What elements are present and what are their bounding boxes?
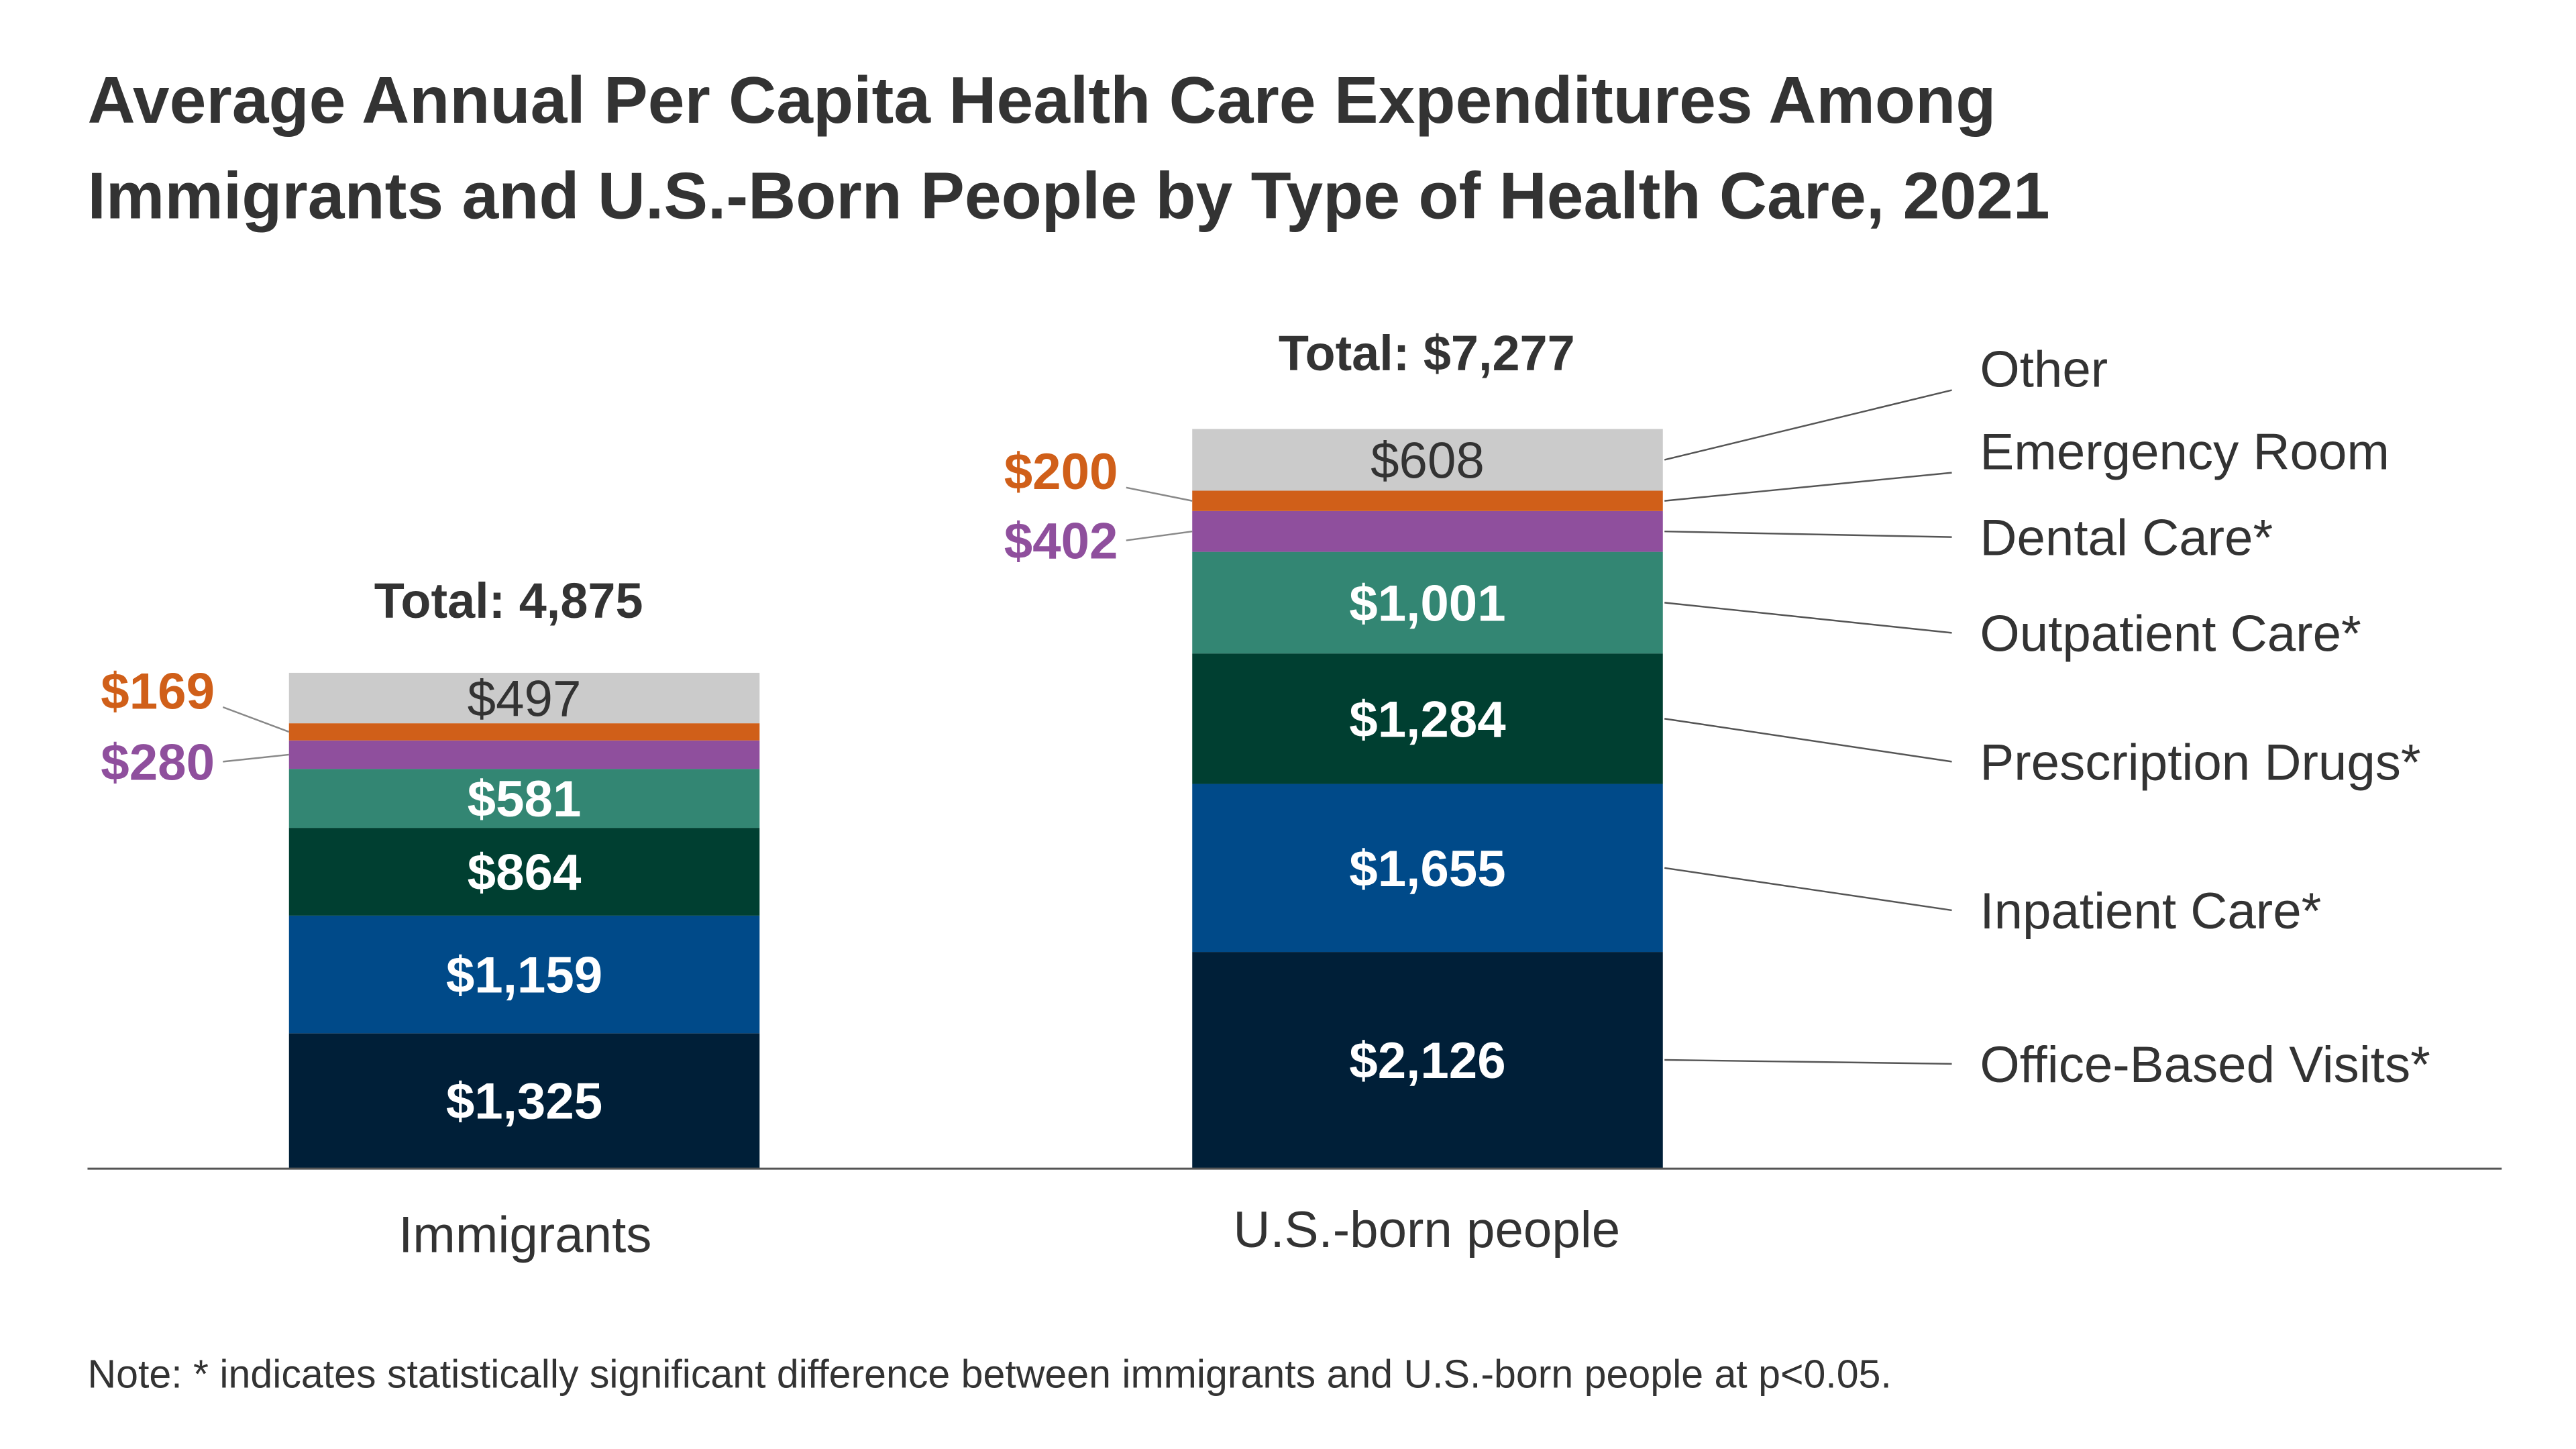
- legend-label: Outpatient Care*: [1980, 605, 2361, 662]
- data-label: $1,655: [1349, 841, 1505, 898]
- legend-label: Prescription Drugs*: [1980, 734, 2420, 791]
- bars: $1,325 $1,159 $864 $581 $280 $169 $497 $2,126 $1…: [101, 429, 1663, 1168]
- bar-segment: [1192, 551, 1663, 654]
- data-label: $608: [1371, 433, 1485, 490]
- legend-leader-line: [1664, 602, 1952, 634]
- data-label: $402: [1004, 513, 1118, 570]
- data-label: $1,325: [446, 1073, 602, 1130]
- data-label: $864: [468, 845, 582, 902]
- total-label-immigrants: Total: 4,875: [374, 573, 643, 629]
- legend-label: Dental Care*: [1980, 510, 2273, 567]
- bar-segment: [1192, 429, 1663, 491]
- bar-segment: [288, 740, 760, 769]
- chart-title-line-2: Immigrants and U.S.-Born People by Type …: [87, 159, 2049, 233]
- category-label-immigrants: Immigrants: [398, 1206, 651, 1263]
- data-label: $169: [101, 663, 215, 720]
- legend-leader-line: [1664, 867, 1952, 912]
- data-label: $581: [468, 771, 582, 828]
- data-label: $1,159: [446, 947, 602, 1004]
- legend-label: Other: [1980, 341, 2108, 398]
- bar-segment: [1192, 784, 1663, 953]
- bar-segment: [1192, 490, 1663, 511]
- data-label: $200: [1004, 443, 1118, 500]
- footnote: Note: * indicates statistically signific…: [87, 1352, 1891, 1396]
- bar-segment: [1192, 653, 1663, 784]
- bar-segment: [288, 723, 760, 741]
- data-label: $2,126: [1349, 1032, 1505, 1089]
- legend-leader-line: [1664, 472, 1952, 502]
- legend-leader-line: [1664, 530, 1952, 538]
- legend-label: Office-Based Visits*: [1980, 1036, 2430, 1093]
- bar-segment: [1192, 952, 1663, 1168]
- leader-line: [1126, 530, 1193, 541]
- bar-segment: [288, 769, 760, 828]
- total-label-us-born: Total: $7,277: [1279, 325, 1575, 381]
- leader-line: [222, 706, 290, 733]
- legend-label: Inpatient Care*: [1980, 883, 2321, 940]
- data-label: $1,284: [1349, 691, 1506, 748]
- data-label: $497: [468, 671, 582, 728]
- bar-segment: [288, 1033, 760, 1168]
- category-label-us-born: U.S.-born people: [1233, 1201, 1620, 1258]
- legend-leader-line: [1664, 389, 1952, 461]
- legend-leader-line: [1664, 1059, 1952, 1065]
- leader-line: [1126, 486, 1193, 502]
- bar-segment: [288, 828, 760, 916]
- legend-label: Emergency Room: [1980, 424, 2390, 481]
- chart-title-line-1: Average Annual Per Capita Health Care Ex…: [87, 63, 1996, 137]
- bar-segment: [288, 915, 760, 1034]
- leader-line: [223, 753, 289, 763]
- legend-leader-line: [1664, 718, 1952, 763]
- bar-segment: [288, 672, 760, 724]
- data-label: $280: [101, 734, 215, 791]
- bar-segment: [1192, 511, 1663, 552]
- data-label: $1,001: [1349, 575, 1505, 632]
- legend: Office-Based Visits* Inpatient Care* Presc…: [1664, 341, 2430, 1093]
